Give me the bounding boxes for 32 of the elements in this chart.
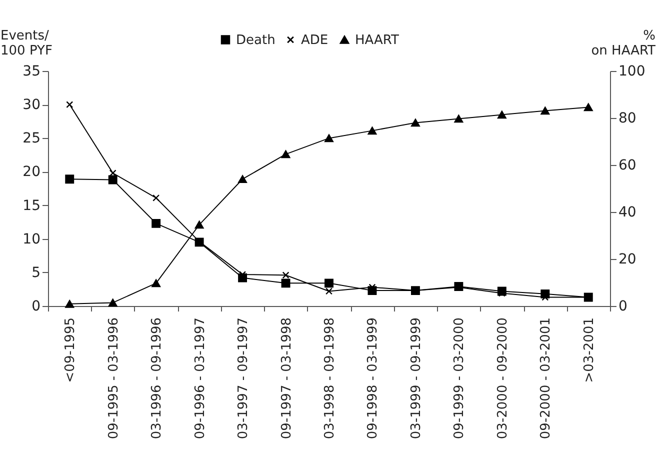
x-tick-label: 03-1998 - 09-1998 (322, 318, 338, 440)
y-tick-label: 25 (22, 130, 40, 147)
y2-tick-label: 100 (618, 64, 646, 80)
y2-tick-label: 40 (618, 204, 636, 220)
y-tick-label: 20 (22, 164, 40, 180)
y-tick-label: 5 (32, 264, 40, 281)
x-tick-label: 09-1998 - 03-1999 (366, 318, 381, 440)
y2-axis-title: % on HAART (591, 28, 656, 58)
x-tick-label: 03-1999 - 09-1999 (408, 318, 424, 440)
x-tick-label: >03-2001 (582, 318, 597, 383)
y2-tick-label: 20 (618, 252, 636, 268)
y-tick-label: 15 (22, 198, 40, 214)
y-axis-title: Events/ 100 PYF (0, 28, 52, 58)
x-tick-label: 03-1997 - 09-1997 (236, 318, 252, 440)
y2-tick-label: 80 (618, 110, 636, 126)
x-tick-label: 09-1999 - 03-2000 (452, 318, 468, 440)
x-tick-label: 09-1995 - 03-1996 (106, 318, 122, 440)
x-tick-label: 03-2000 - 09-2000 (495, 318, 510, 440)
y-tick-label: 35 (22, 64, 40, 80)
legend-label: HAART (355, 32, 400, 48)
legend-label: Death (236, 32, 276, 48)
y2-tick-label: 60 (618, 158, 636, 174)
y-tick-label: 30 (22, 97, 40, 114)
y-tick-label: 0 (32, 298, 40, 314)
x-tick-label: 09-1997 - 03-1998 (279, 318, 294, 440)
x-tick-label: 09-1996 - 03-1997 (192, 318, 208, 440)
legend-label: ADE (301, 32, 328, 48)
x-tick-label: 09-2000 - 03-2001 (538, 318, 554, 440)
x-tick-label: 03-1996 - 09-1996 (150, 318, 165, 440)
x-tick-label: <09-1995 (63, 318, 78, 383)
y2-tick-label: 0 (618, 298, 628, 314)
y-tick-label: 10 (22, 231, 40, 248)
